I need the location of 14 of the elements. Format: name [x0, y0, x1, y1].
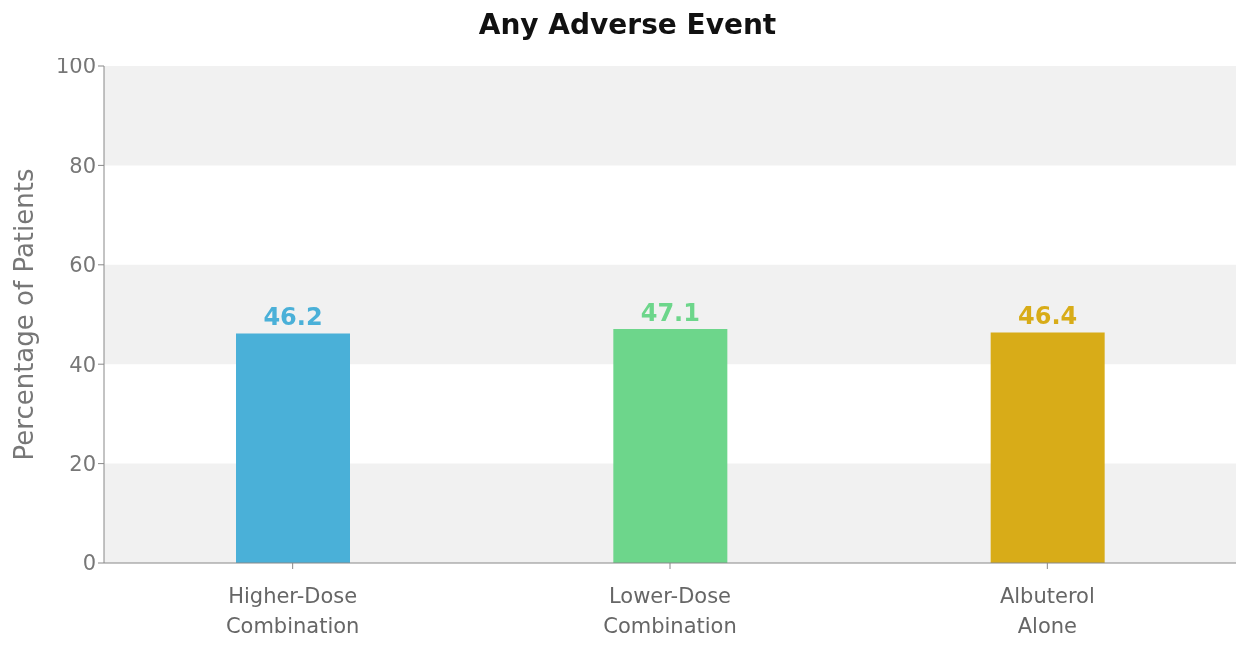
data-label: 46.2: [263, 303, 323, 332]
x-tick-label: Albuterol Alone: [999, 584, 1095, 638]
y-tick-label: 100: [55, 54, 96, 79]
y-tick-label: 60: [69, 253, 96, 278]
y-tick-label: 80: [69, 153, 96, 178]
data-label: 46.4: [1018, 302, 1078, 331]
y-tick-label: 0: [82, 551, 96, 576]
y-axis-title: Percentage of Patients: [9, 168, 40, 461]
y-tick-label: 40: [69, 352, 96, 377]
y-tick-label: 20: [69, 452, 96, 477]
x-tick-label: Lower-Dose Combination: [603, 584, 737, 638]
data-label: 47.1: [640, 298, 700, 327]
chart-title: Any Adverse Event: [478, 8, 777, 41]
x-tick-label: Higher-Dose Combination: [225, 584, 360, 638]
